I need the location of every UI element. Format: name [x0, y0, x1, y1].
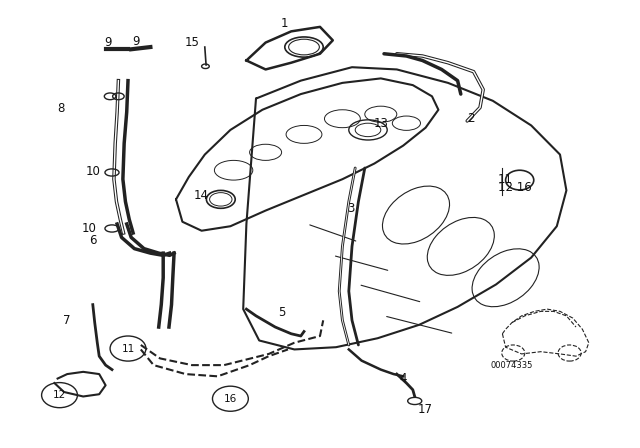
Text: 10: 10 [85, 165, 100, 178]
Text: 15: 15 [184, 36, 200, 49]
Text: 00074335: 00074335 [491, 361, 533, 370]
Text: 17: 17 [418, 403, 433, 417]
Text: 8: 8 [57, 102, 65, 116]
Text: 9: 9 [132, 35, 140, 48]
Text: 7: 7 [63, 314, 71, 327]
Text: 11: 11 [498, 172, 513, 186]
Text: 4: 4 [399, 372, 407, 385]
Text: 10: 10 [82, 222, 97, 235]
Text: 14: 14 [194, 189, 209, 202]
Text: 12: 12 [53, 390, 66, 400]
Text: 11: 11 [122, 344, 134, 353]
Text: 5: 5 [278, 306, 285, 319]
Text: 12 16: 12 16 [498, 181, 532, 194]
Text: 3: 3 [347, 202, 355, 215]
Text: 13: 13 [373, 116, 388, 130]
Text: 6: 6 [89, 234, 97, 247]
Text: 9: 9 [104, 36, 111, 49]
Text: 16: 16 [224, 394, 237, 404]
Text: 2: 2 [467, 112, 474, 125]
Text: 1: 1 [281, 17, 289, 30]
